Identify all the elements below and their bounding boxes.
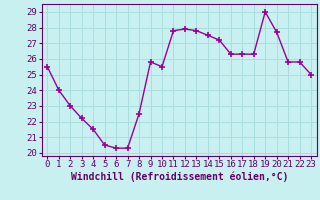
- X-axis label: Windchill (Refroidissement éolien,°C): Windchill (Refroidissement éolien,°C): [70, 172, 288, 182]
